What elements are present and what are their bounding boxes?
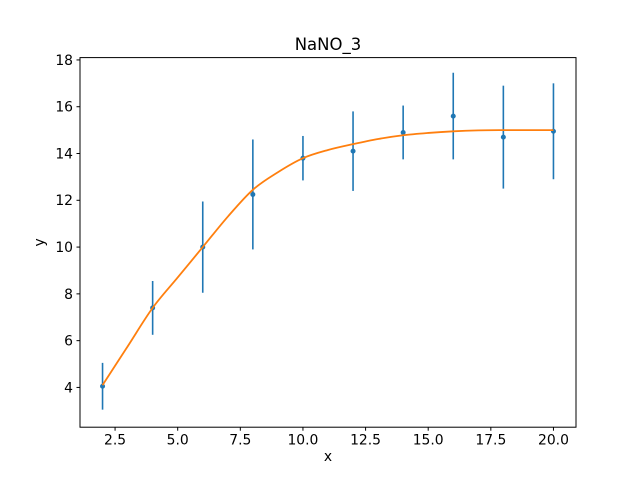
y-tick-label: 6: [64, 334, 73, 350]
x-tick-label: 20.0: [538, 433, 569, 449]
y-tick-label: 18: [55, 53, 73, 69]
x-tick-label: 12.5: [350, 433, 381, 449]
x-tick-label: 2.5: [104, 433, 126, 449]
data-point: [450, 113, 456, 119]
error-bars: [101, 72, 555, 410]
data-point: [500, 134, 506, 140]
y-axis-label: y: [32, 238, 48, 246]
data-point: [400, 129, 406, 135]
data-points: [100, 113, 556, 389]
data-point: [100, 383, 106, 389]
data-point: [350, 148, 356, 154]
y-tick-label: 4: [64, 380, 73, 396]
data-point: [250, 191, 256, 197]
x-axis-label: x: [324, 449, 332, 465]
y-tick-label: 16: [55, 100, 73, 116]
x-axis-ticks: 2.5 5.0 7.5 10.0 12.5 15.0 17.5 20.0: [104, 427, 569, 449]
y-tick-label: 12: [55, 193, 73, 209]
x-tick-label: 10.0: [287, 433, 318, 449]
y-axis-ticks: 4 6 8 10 12 14 16 18: [55, 53, 80, 396]
chart-title: NaNO_3: [295, 35, 362, 55]
y-tick-label: 10: [55, 240, 73, 256]
fit-curve: [101, 129, 554, 386]
x-tick-label: 5.0: [167, 433, 189, 449]
axes-frame: [79, 57, 577, 428]
y-tick-label: 14: [55, 146, 73, 162]
x-tick-label: 15.0: [413, 433, 444, 449]
fit-curve-path: [101, 129, 554, 386]
x-tick-label: 17.5: [475, 433, 506, 449]
x-tick-label: 7.5: [229, 433, 251, 449]
y-tick-label: 8: [64, 287, 73, 303]
